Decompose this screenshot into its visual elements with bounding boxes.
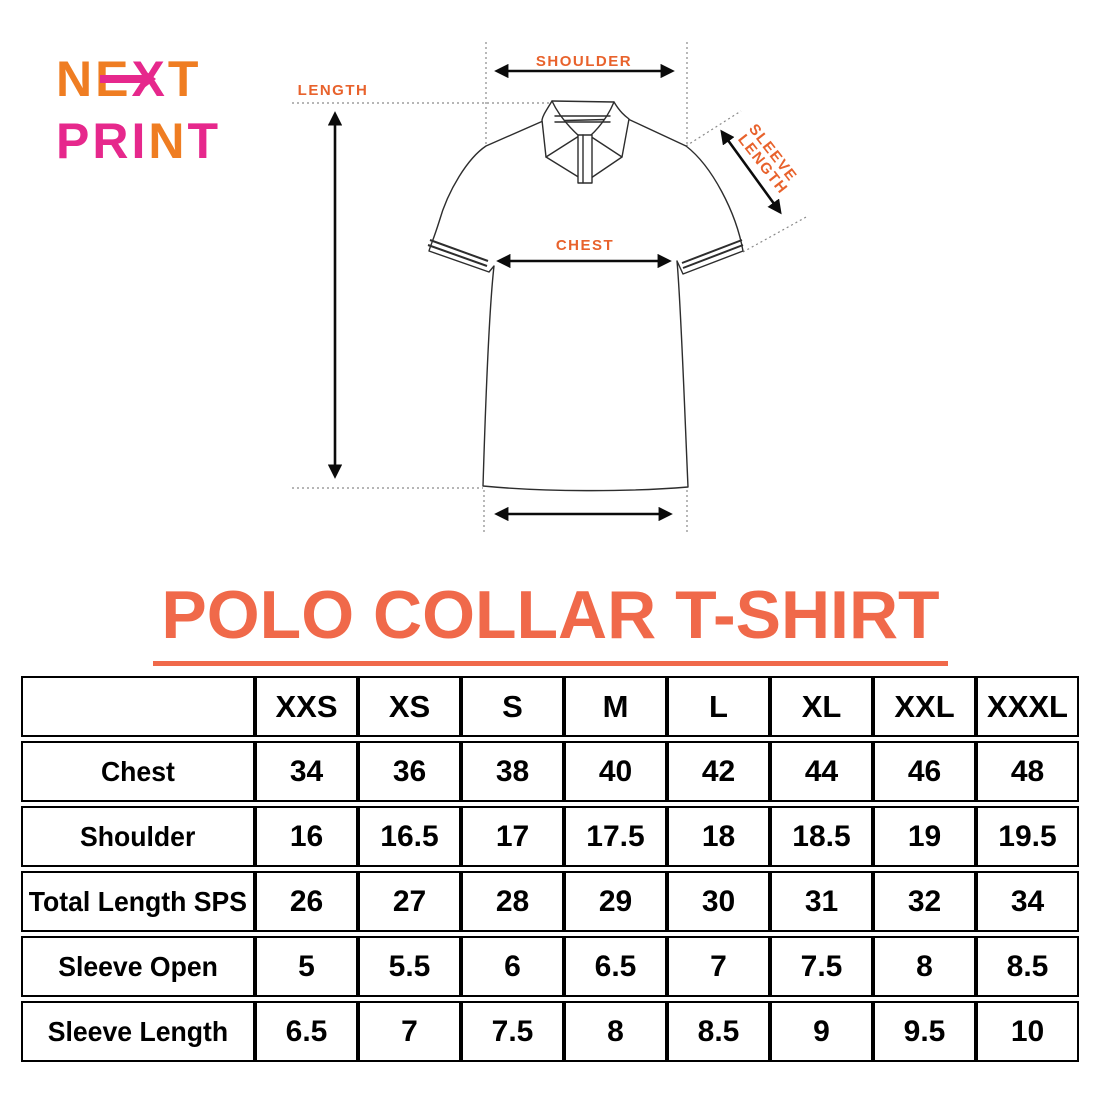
brand-logo: NEXT PRINT [56,54,221,166]
logo-line-print: PRINT [56,116,221,166]
size-header-cell: M [564,676,667,737]
size-table: XXS XS S M L XL XXL XXXL Chest 34 36 38 … [21,672,1079,1066]
right-cuff-stripes [681,239,744,269]
collar-top-edge [551,100,615,103]
value-cell: 18 [667,806,770,867]
chest-label: CHEST [556,237,614,254]
size-header-row: XXS XS S M L XL XXL XXXL [21,676,1079,737]
value-cell: 9.5 [873,1001,976,1062]
row-label-cell: Sleeve Length [21,1001,255,1062]
guide-sleeve-top [685,110,742,147]
size-header-cell: S [461,676,564,737]
logo-text-pri: PRI [56,113,149,169]
length-label: LENGTH [298,82,369,99]
value-cell: 42 [667,741,770,802]
value-cell: 31 [770,871,873,932]
collar-band-seams [554,115,611,123]
value-cell: 34 [255,741,358,802]
size-header-cell: L [667,676,770,737]
page-title-text: POLO COLLAR T-SHIRT [153,576,948,666]
row-label-cell: Shoulder [21,806,255,867]
row-label: Sleeve Open [58,950,218,982]
value-cell: 29 [564,871,667,932]
guide-sleeve-bottom [742,215,809,253]
value-cell: 36 [358,741,461,802]
size-header-cell: XXXL [976,676,1079,737]
left-cuff-stripes [427,239,489,267]
value-cell: 46 [873,741,976,802]
value-cell: 34 [976,871,1079,932]
sleeve-length-arrow [720,129,782,215]
value-cell: 32 [873,871,976,932]
value-cell: 18.5 [770,806,873,867]
placket [577,134,593,184]
shoulder-label: SHOULDER [536,53,632,70]
value-cell: 8 [564,1001,667,1062]
value-cell: 30 [667,871,770,932]
value-cell: 9 [770,1001,873,1062]
polo-shirt-outline [428,118,744,492]
value-cell: 44 [770,741,873,802]
row-label-cell: Chest [21,741,255,802]
value-cell: 8.5 [976,936,1079,997]
value-cell: 7 [358,1001,461,1062]
table-row-total-length: Total Length SPS 26 27 28 29 30 31 32 34 [21,871,1079,932]
logo-text-n: N [148,113,188,169]
value-cell: 28 [461,871,564,932]
row-label: Shoulder [80,820,196,852]
value-cell: 19.5 [976,806,1079,867]
logo-line-next: NEXT [56,54,221,104]
page-title: POLO COLLAR T-SHIRT [0,576,1101,666]
table-row-sleeve-length: Sleeve Length 6.5 7 7.5 8 8.5 9 9.5 10 [21,1001,1079,1062]
row-label-cell: Sleeve Open [21,936,255,997]
value-cell: 5 [255,936,358,997]
value-cell: 7 [667,936,770,997]
value-cell: 8.5 [667,1001,770,1062]
value-cell: 7.5 [461,1001,564,1062]
value-cell: 6.5 [255,1001,358,1062]
logo-text-t2: T [187,113,222,169]
value-cell: 16.5 [358,806,461,867]
size-header-cell: XXS [255,676,358,737]
value-cell: 17.5 [564,806,667,867]
value-cell: 48 [976,741,1079,802]
size-header-cell: XXL [873,676,976,737]
collar-fold-lines [545,156,623,179]
corner-cell [21,676,255,737]
row-label: Chest [101,755,175,787]
sleeve-length-label: SLEEVE LENGTH [733,121,804,199]
value-cell: 40 [564,741,667,802]
tshirt-measurement-diagram: LENGTH SHOULDER CHEST SLEEVE LENGTH [292,42,809,532]
row-label: Total Length SPS [28,885,248,917]
size-header-cell: XS [358,676,461,737]
value-cell: 19 [873,806,976,867]
value-cell: 8 [873,936,976,997]
value-cell: 38 [461,741,564,802]
table-row-shoulder: Shoulder 16 16.5 17 17.5 18 18.5 19 19.5 [21,806,1079,867]
value-cell: 16 [255,806,358,867]
value-cell: 6.5 [564,936,667,997]
size-header-cell: XL [770,676,873,737]
row-label-cell: Total Length SPS [21,871,255,932]
value-cell: 10 [976,1001,1079,1062]
logo-arrow-icon [100,70,156,88]
value-cell: 7.5 [770,936,873,997]
value-cell: 5.5 [358,936,461,997]
value-cell: 27 [358,871,461,932]
value-cell: 17 [461,806,564,867]
row-label: Sleeve Length [47,1015,229,1047]
table-row-sleeve-open: Sleeve Open 5 5.5 6 6.5 7 7.5 8 8.5 [21,936,1079,997]
value-cell: 26 [255,871,358,932]
logo-text-t: T [167,51,202,107]
value-cell: 6 [461,936,564,997]
table-row-chest: Chest 34 36 38 40 42 44 46 48 [21,741,1079,802]
